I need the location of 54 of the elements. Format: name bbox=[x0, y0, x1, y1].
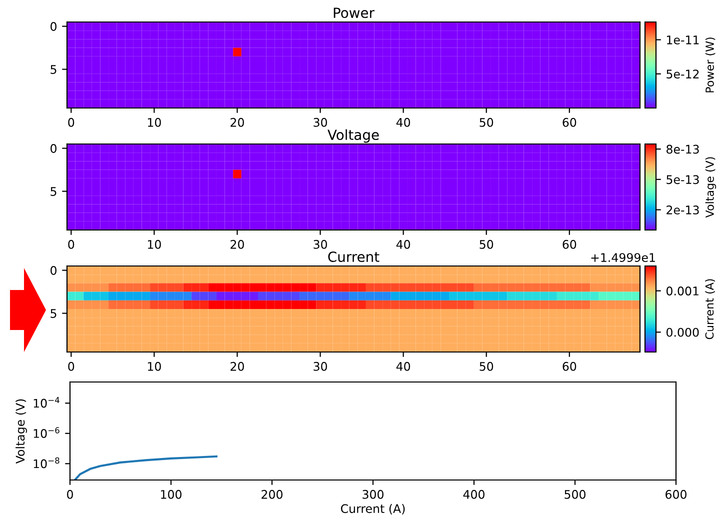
y-tick-label: 0 bbox=[50, 144, 56, 153]
x-tick-label: 100 bbox=[161, 490, 182, 499]
y-tick-label: 5 bbox=[50, 65, 56, 74]
x-tick-label: 0 bbox=[68, 362, 74, 371]
x-tick-label: 40 bbox=[396, 240, 410, 249]
x-tick-label: 60 bbox=[562, 362, 576, 371]
y-tick-label: 10$^{−8}$ bbox=[34, 457, 60, 468]
x-tick-label: 0 bbox=[67, 490, 73, 499]
text: +1.4999e1 bbox=[591, 253, 655, 262]
chart-title: Power bbox=[334, 8, 374, 18]
x-tick-label: 30 bbox=[314, 240, 328, 249]
x-tick-label: 40 bbox=[396, 118, 410, 127]
color-bar-label: 0.001 bbox=[666, 286, 698, 296]
x-tick-label: 200 bbox=[262, 490, 282, 499]
x-tick-label: 500 bbox=[564, 490, 586, 499]
x-tick-label: 20 bbox=[230, 362, 244, 371]
color-bar-label: 0.000 bbox=[666, 328, 699, 337]
x-tick-label: 30 bbox=[314, 118, 328, 127]
chart-title: Voltage bbox=[328, 129, 379, 143]
x-tick-label: 50 bbox=[480, 118, 494, 127]
y-axis-title: Voltage (V) bbox=[16, 399, 27, 464]
chart-title: Current bbox=[328, 252, 380, 262]
x-tick-label: 10 bbox=[148, 118, 161, 127]
x-tick-label: 0 bbox=[68, 118, 74, 127]
y-tick-label: 0 bbox=[50, 266, 56, 275]
color-bar-label: 5e-12 bbox=[666, 70, 699, 79]
x-tick-label: 50 bbox=[480, 362, 494, 371]
color-bar-title: Current (A) bbox=[705, 279, 715, 340]
x-tick-label: 300 bbox=[362, 490, 384, 499]
x-tick-label: 600 bbox=[666, 490, 686, 499]
x-tick-label: 60 bbox=[562, 118, 576, 127]
x-tick-label: 20 bbox=[230, 240, 244, 249]
x-tick-label: 50 bbox=[480, 240, 494, 249]
color-bar-label: 5e-13 bbox=[666, 175, 699, 184]
color-bar-label: 2e-13 bbox=[666, 205, 699, 214]
x-tick-label: 40 bbox=[396, 362, 410, 371]
color-bar-label: 8e-13 bbox=[666, 144, 699, 154]
y-tick-label: 10$^{−6}$ bbox=[34, 427, 60, 438]
color-bar-title: Power (W) bbox=[705, 38, 716, 92]
x-tick-label: 60 bbox=[562, 240, 576, 249]
y-tick-label: 5 bbox=[50, 187, 56, 196]
x-tick-label: 30 bbox=[314, 362, 328, 371]
y-tick-label: 5 bbox=[50, 309, 56, 318]
color-bar-label: 1e-11 bbox=[667, 36, 699, 44]
y-tick-label: 0 bbox=[50, 22, 56, 31]
x-axis-title: Current (A) bbox=[340, 504, 405, 514]
x-tick-label: 10 bbox=[148, 362, 161, 371]
y-tick-label: 10$^{−4}$ bbox=[34, 397, 60, 408]
color-bar-title: Voltage (V) bbox=[705, 157, 716, 218]
x-tick-label: 20 bbox=[230, 118, 244, 127]
x-tick-label: 400 bbox=[463, 490, 484, 499]
line-series bbox=[74, 455, 218, 480]
x-tick-label: 10 bbox=[148, 240, 161, 249]
x-tick-label: 0 bbox=[68, 240, 74, 249]
